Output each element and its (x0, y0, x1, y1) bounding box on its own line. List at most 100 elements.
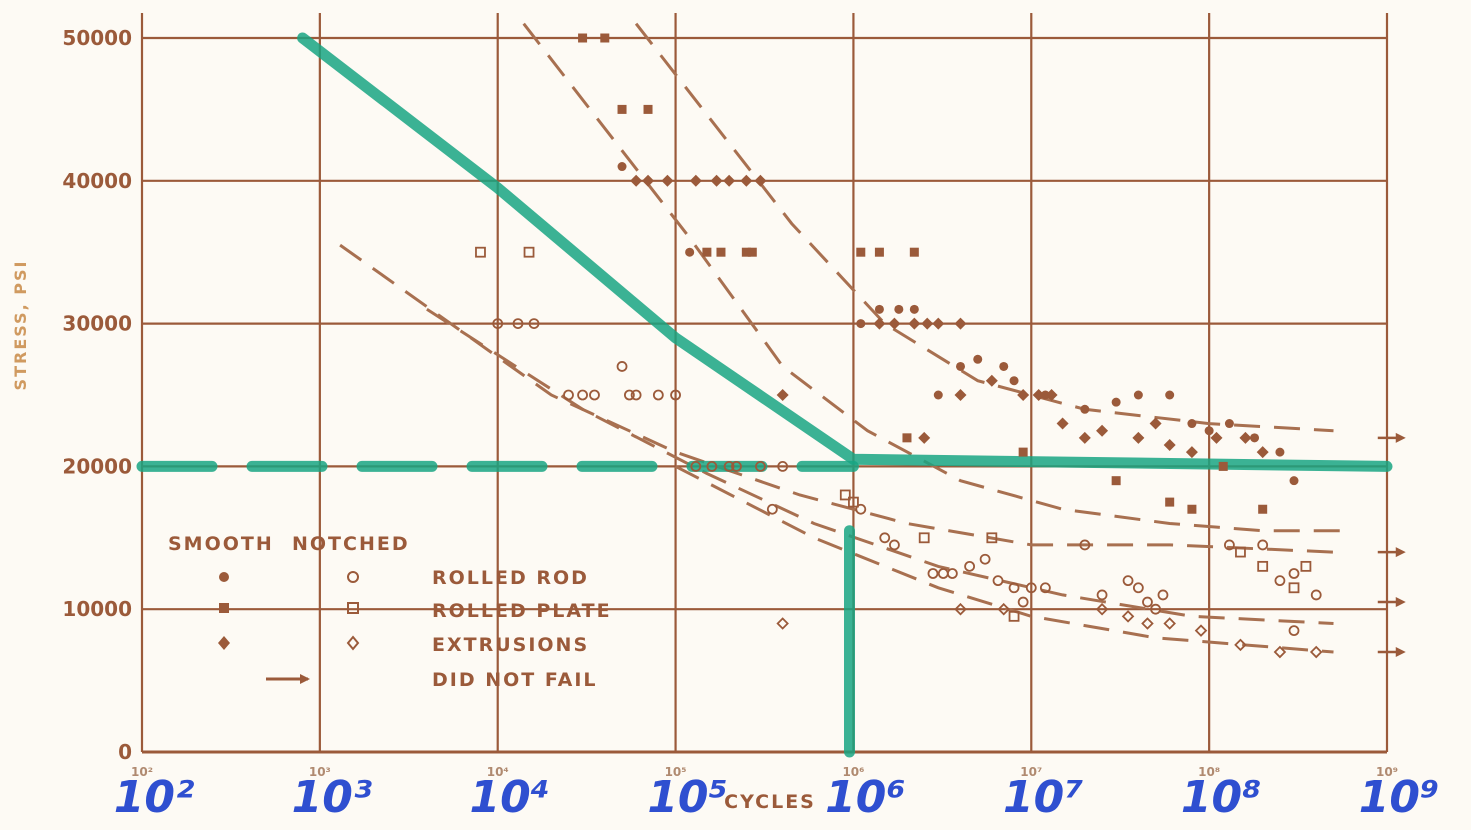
y-tick-label: 30000 (62, 312, 132, 336)
point-filled-circle (1224, 419, 1234, 429)
point-filled-circle (1133, 390, 1143, 400)
point-filled-square (741, 247, 751, 257)
did-not-fail-arrow-icon (1395, 647, 1406, 658)
point-open-diamond (1194, 624, 1208, 637)
point-filled-diamond (985, 374, 998, 387)
point-open-circle (528, 318, 540, 330)
point-open-circle (1274, 575, 1286, 587)
point-filled-square (874, 247, 884, 257)
point-open-circle (623, 389, 635, 401)
point-open-circle (964, 560, 976, 572)
handwritten-x-label: 10⁶ (825, 772, 906, 823)
point-filled-diamond (908, 317, 921, 330)
point-filled-diamond (1149, 417, 1162, 430)
point-filled-diamond (1032, 389, 1045, 401)
x-tick-label: 10⁷ (1020, 765, 1042, 779)
point-open-circle (1288, 625, 1300, 637)
point-open-diamond (1163, 617, 1176, 630)
point-open-square (1235, 546, 1246, 558)
legend-marker-open-circle (347, 571, 359, 583)
point-filled-square (1258, 504, 1268, 514)
point-open-circle (577, 389, 588, 401)
handwritten-x-label: 10⁴ (469, 772, 550, 823)
legend-header-notched: NOTCHED (292, 533, 410, 555)
point-filled-circle (874, 304, 884, 314)
point-filled-diamond (661, 174, 674, 187)
fit-curves (339, 22, 1348, 654)
legend-marker-filled-circle (219, 572, 229, 582)
point-filled-circle (1080, 404, 1090, 414)
point-filled-square (1165, 497, 1175, 507)
x-tick-label: 10² (131, 765, 153, 779)
point-filled-square (856, 247, 866, 257)
fit-curve (674, 465, 1334, 654)
legend-label-did-not-fail: DID NOT FAIL (432, 669, 598, 691)
point-open-square (839, 489, 851, 501)
point-filled-square (1187, 504, 1197, 514)
point-open-square (1008, 610, 1020, 622)
legend-header-smooth: SMOOTH (168, 533, 274, 555)
point-filled-square (716, 247, 726, 257)
point-open-square (1257, 560, 1269, 572)
point-open-circle (777, 460, 789, 472)
point-filled-square (909, 247, 919, 257)
point-filled-circle (1165, 390, 1175, 400)
point-filled-circle (1111, 397, 1121, 407)
highlight-lines (136, 32, 1393, 758)
legend: SMOOTH NOTCHED ROLLED ROD ROLLED PLATE E… (168, 533, 612, 691)
point-open-circle (889, 539, 900, 551)
point-filled-diamond (630, 174, 643, 187)
point-open-circle (1310, 589, 1322, 601)
point-open-square (918, 532, 930, 544)
point-filled-diamond (776, 389, 789, 401)
point-filled-square (600, 33, 610, 43)
point-open-circle (879, 532, 891, 544)
point-open-diamond (954, 602, 967, 616)
point-filled-diamond (1210, 431, 1223, 444)
point-open-circle (927, 568, 939, 579)
highlight-line (297, 32, 1393, 472)
point-filled-circle (617, 162, 627, 172)
data-points (475, 33, 1323, 659)
fit-curve (522, 22, 1348, 533)
y-axis-label: STRESS, PSI (11, 260, 30, 391)
legend-marker-arrow-icon (300, 674, 310, 684)
point-open-square (1288, 582, 1300, 594)
x-tick-label: 10⁶ (842, 765, 864, 779)
point-filled-circle (1204, 426, 1214, 436)
point-open-square (523, 246, 535, 258)
legend-label-rolled-plate: ROLLED PLATE (432, 600, 612, 622)
y-tick-label: 40000 (62, 169, 132, 193)
point-filled-square (1018, 447, 1028, 457)
point-open-circle (946, 568, 958, 579)
point-filled-circle (1275, 447, 1285, 457)
point-filled-square (643, 104, 653, 114)
point-open-diamond (997, 602, 1011, 616)
handwritten-x-label: 10⁷ (1003, 772, 1084, 823)
y-tick-label: 0 (118, 740, 132, 764)
handwritten-x-label: 10² (114, 772, 195, 823)
point-open-circle (992, 575, 1004, 587)
point-filled-diamond (918, 431, 931, 444)
point-open-circle (706, 460, 718, 472)
point-open-square (986, 532, 998, 544)
point-filled-circle (1289, 476, 1299, 486)
point-filled-diamond (1256, 446, 1269, 459)
point-filled-diamond (954, 389, 967, 401)
point-open-circle (616, 361, 628, 372)
point-open-circle (1142, 596, 1153, 608)
point-filled-diamond (1239, 431, 1252, 444)
point-filled-diamond (1132, 431, 1145, 444)
point-open-square (848, 496, 859, 508)
handwritten-x-label: 10³ (292, 772, 373, 823)
point-open-circle (1008, 582, 1020, 594)
point-filled-circle (973, 354, 983, 364)
x-tick-label: 10⁹ (1376, 765, 1398, 779)
point-filled-diamond (954, 317, 967, 330)
point-open-square (1300, 560, 1312, 572)
point-open-diamond (1309, 645, 1323, 659)
point-filled-diamond (689, 174, 702, 187)
point-open-circle (1132, 582, 1144, 594)
point-filled-diamond (1185, 446, 1198, 459)
